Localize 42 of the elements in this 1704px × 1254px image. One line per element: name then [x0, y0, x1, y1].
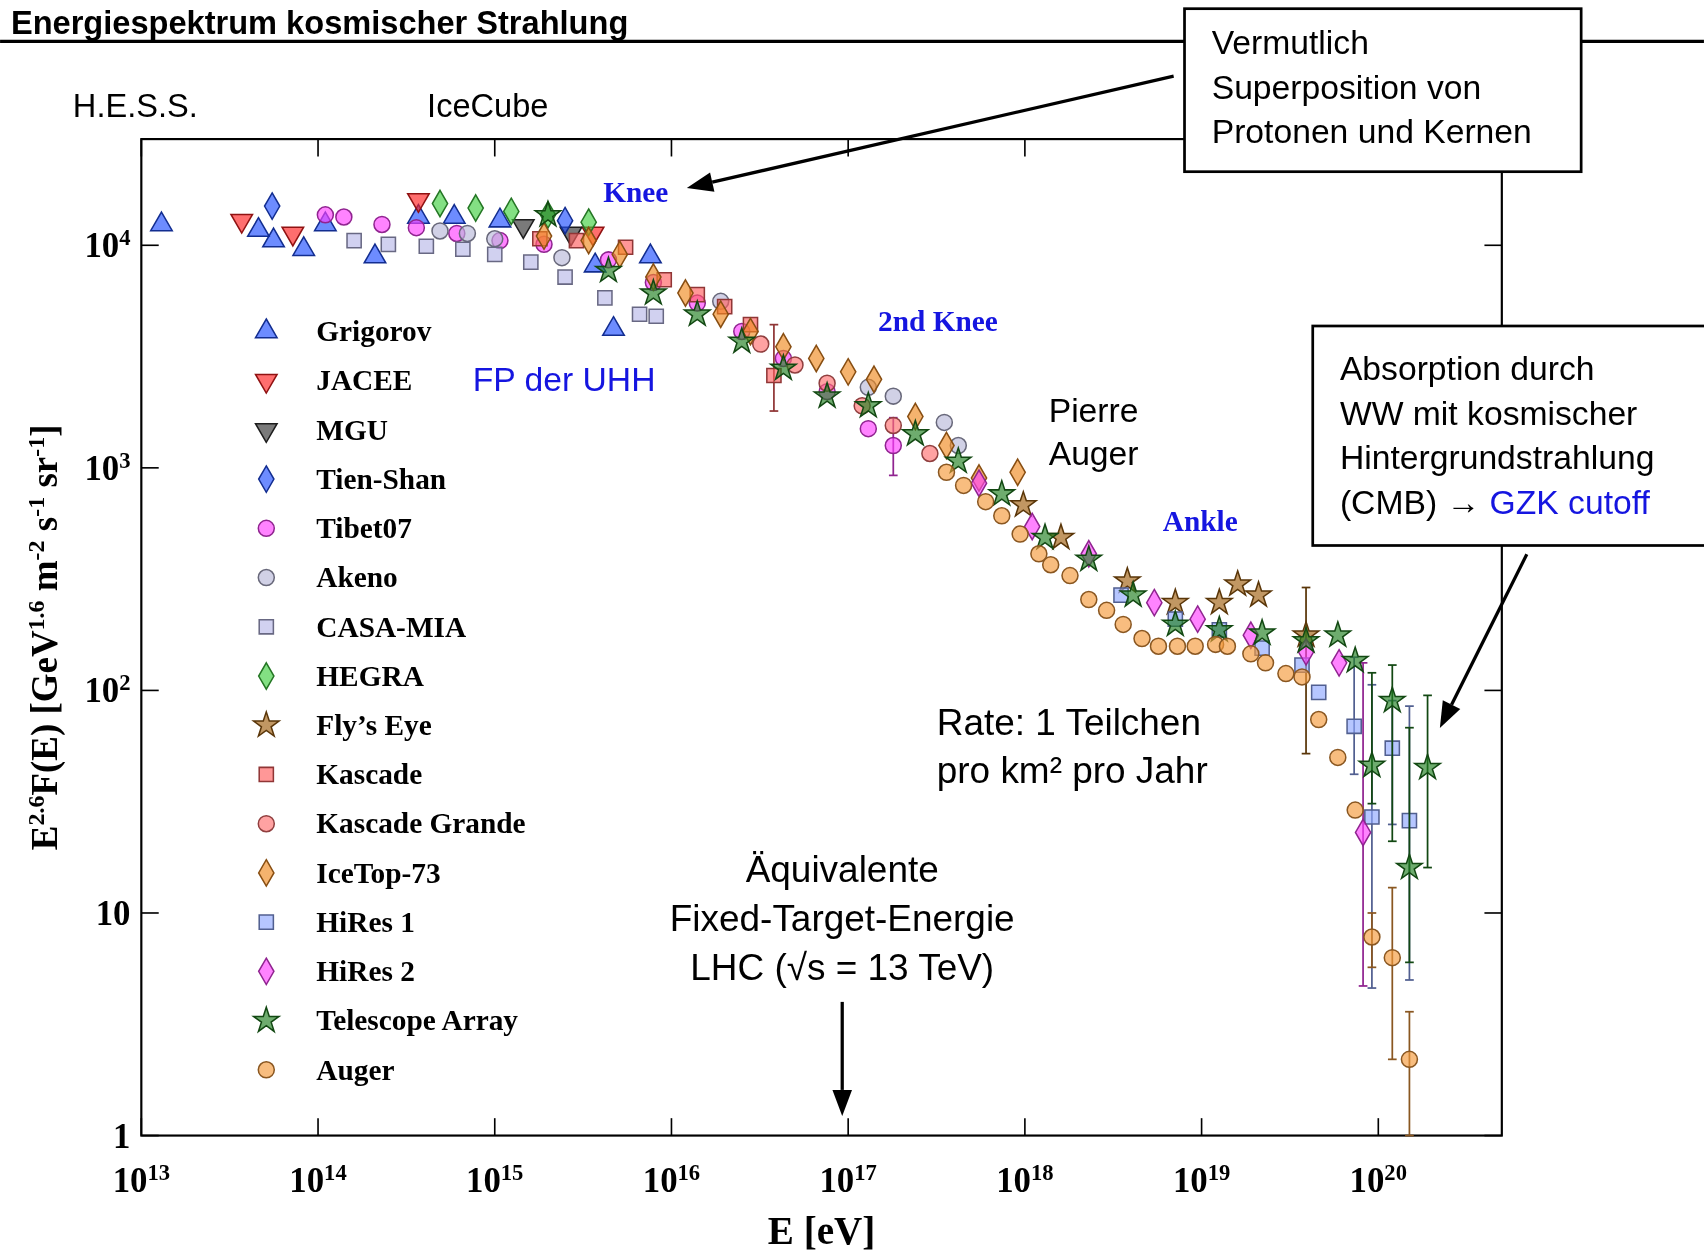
legend-label: IceTop-73	[316, 856, 441, 889]
annotation: Vermutlich Superposition von Protonen und Kernen	[1211, 24, 1532, 151]
x-tick-label: 10$^{16}$	[642, 1159, 701, 1201]
x-axis-title: E [eV]	[767, 1209, 876, 1253]
legend-label: Tien-Shan	[316, 462, 447, 495]
y-tick-label: 10$^{2}$	[84, 669, 131, 711]
legend-label: Grigorov	[316, 315, 432, 348]
x-tick-label: 10$^{14}$	[289, 1159, 347, 1201]
legend-label: HiRes 1	[316, 905, 415, 938]
legend-label: Akeno	[316, 561, 398, 594]
legend-label: Kascade Grande	[316, 807, 526, 840]
annotation: Rate: 1 Teilchen pro km² pro Jahr	[936, 701, 1208, 792]
annotation: FP der UHH	[472, 361, 656, 399]
legend-label: Auger	[316, 1053, 395, 1086]
annotation: Absorption durch WW mit kosmischer Hintergrundstrahlung (CMB) → GZK cutoff	[1339, 350, 1655, 521]
x-tick-label: 10$^{15}$	[466, 1159, 524, 1201]
text: H.E.S.S.	[72, 87, 198, 125]
legend-label: CASA-MIA	[316, 610, 467, 643]
legend-label: MGU	[316, 413, 388, 446]
chart-title: Energiespektrum kosmischer Strahlung	[10, 3, 629, 41]
legend-label: HEGRA	[316, 659, 424, 692]
annotation: Pierre Auger	[1048, 391, 1139, 473]
legend-label: HiRes 2	[316, 955, 415, 988]
legend-label: Kascade	[316, 758, 423, 791]
y-tick-label: 1	[113, 1116, 131, 1156]
annotation: Äquivalente Fixed-Target-Energie LHC (√s = 13 TeV)	[669, 849, 1015, 989]
x-tick-label: 10$^{20}$	[1349, 1159, 1407, 1201]
legend-label: Tibet07	[316, 512, 412, 545]
annotation: Ankle	[1162, 505, 1238, 538]
legend-label: JACEE	[316, 364, 413, 397]
x-tick-label: 10$^{19}$	[1172, 1159, 1231, 1201]
x-tick-label: 10$^{13}$	[112, 1159, 171, 1201]
annotation: Knee	[603, 176, 669, 209]
y-tick-label: 10$^{3}$	[84, 447, 131, 488]
legend-label: Fly’s Eye	[316, 709, 432, 742]
y-tick-label: 10$^{4}$	[84, 224, 131, 266]
legend-label: Telescope Array	[316, 1004, 519, 1037]
text: IceCube	[427, 87, 549, 125]
annotation: 2nd Knee	[878, 305, 998, 338]
y-tick-label: 10	[95, 893, 131, 933]
x-tick-label: 10$^{18}$	[996, 1159, 1054, 1201]
x-tick-label: 10$^{17}$	[819, 1159, 877, 1201]
